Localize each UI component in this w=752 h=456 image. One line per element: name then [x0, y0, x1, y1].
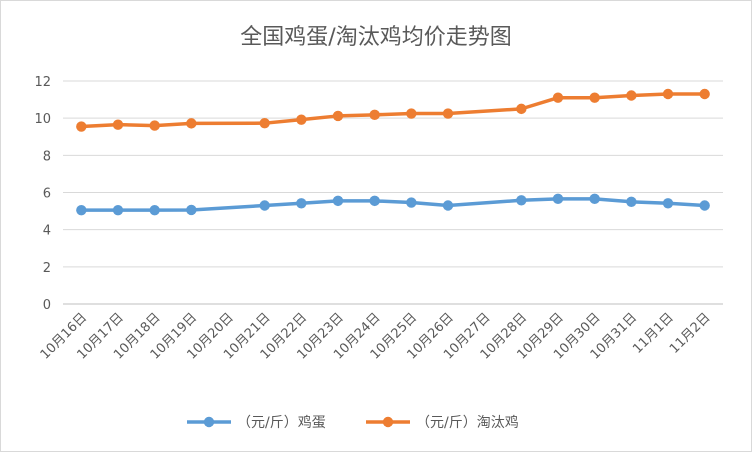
legend-point-marker	[203, 416, 215, 428]
y-tick-label: 12	[34, 75, 51, 90]
data-point	[259, 200, 270, 211]
data-point	[626, 196, 637, 207]
y-tick-label: 2	[43, 261, 51, 276]
data-point	[149, 204, 160, 216]
chart-title: 全国鸡蛋/淘汰鸡均价走势图	[240, 25, 511, 50]
data-point	[516, 103, 527, 115]
y-axis: 0 2 4 6 8 10 12	[34, 75, 51, 313]
legend-point-marker	[382, 416, 394, 428]
data-point	[662, 198, 674, 209]
data-point	[112, 204, 124, 216]
data-point	[186, 118, 197, 129]
data-point	[76, 121, 87, 132]
data-point	[699, 88, 710, 100]
series-line	[79, 197, 707, 212]
data-point	[296, 198, 307, 209]
data-point	[552, 193, 564, 205]
series-1	[76, 88, 710, 132]
y-tick-label: 6	[43, 187, 51, 202]
y-tick-label: 8	[43, 149, 51, 164]
legend: （元/斤）鸡蛋 （元/斤）淘汰鸡	[187, 414, 519, 431]
data-point	[112, 119, 124, 130]
data-point	[406, 108, 417, 119]
data-point	[332, 195, 344, 207]
data-point	[186, 204, 197, 216]
y-tick-label: 4	[43, 224, 51, 239]
data-point	[259, 117, 270, 129]
x-tick-label: 11月2日	[667, 310, 714, 357]
data-point	[442, 200, 454, 211]
legend-label: （元/斤）淘汰鸡	[416, 414, 519, 431]
data-point	[149, 120, 160, 131]
legend-label: （元/斤）鸡蛋	[237, 414, 326, 431]
data-point	[516, 195, 527, 206]
data-point	[76, 204, 87, 216]
data-point	[589, 92, 600, 103]
data-point	[369, 109, 380, 121]
data-point	[296, 114, 307, 125]
series-line	[79, 92, 707, 129]
data-point	[589, 193, 600, 205]
x-axis: 10月16日10月17日10月18日10月19日10月20日10月21日10月2…	[38, 310, 714, 362]
data-point	[662, 88, 674, 100]
data-point	[369, 195, 380, 207]
data-point	[626, 90, 637, 101]
data-point	[442, 108, 454, 119]
legend-item-1: （元/斤）淘汰鸡	[366, 414, 519, 431]
series-0	[76, 193, 710, 216]
legend-item-0: （元/斤）鸡蛋	[187, 414, 326, 431]
data-point	[699, 200, 710, 211]
data-point	[406, 197, 417, 208]
series-layer	[76, 88, 710, 216]
y-tick-label: 0	[43, 298, 51, 313]
y-tick-label: 10	[34, 112, 51, 127]
gridlines	[63, 80, 723, 305]
data-point	[332, 110, 344, 122]
data-point	[552, 92, 564, 103]
